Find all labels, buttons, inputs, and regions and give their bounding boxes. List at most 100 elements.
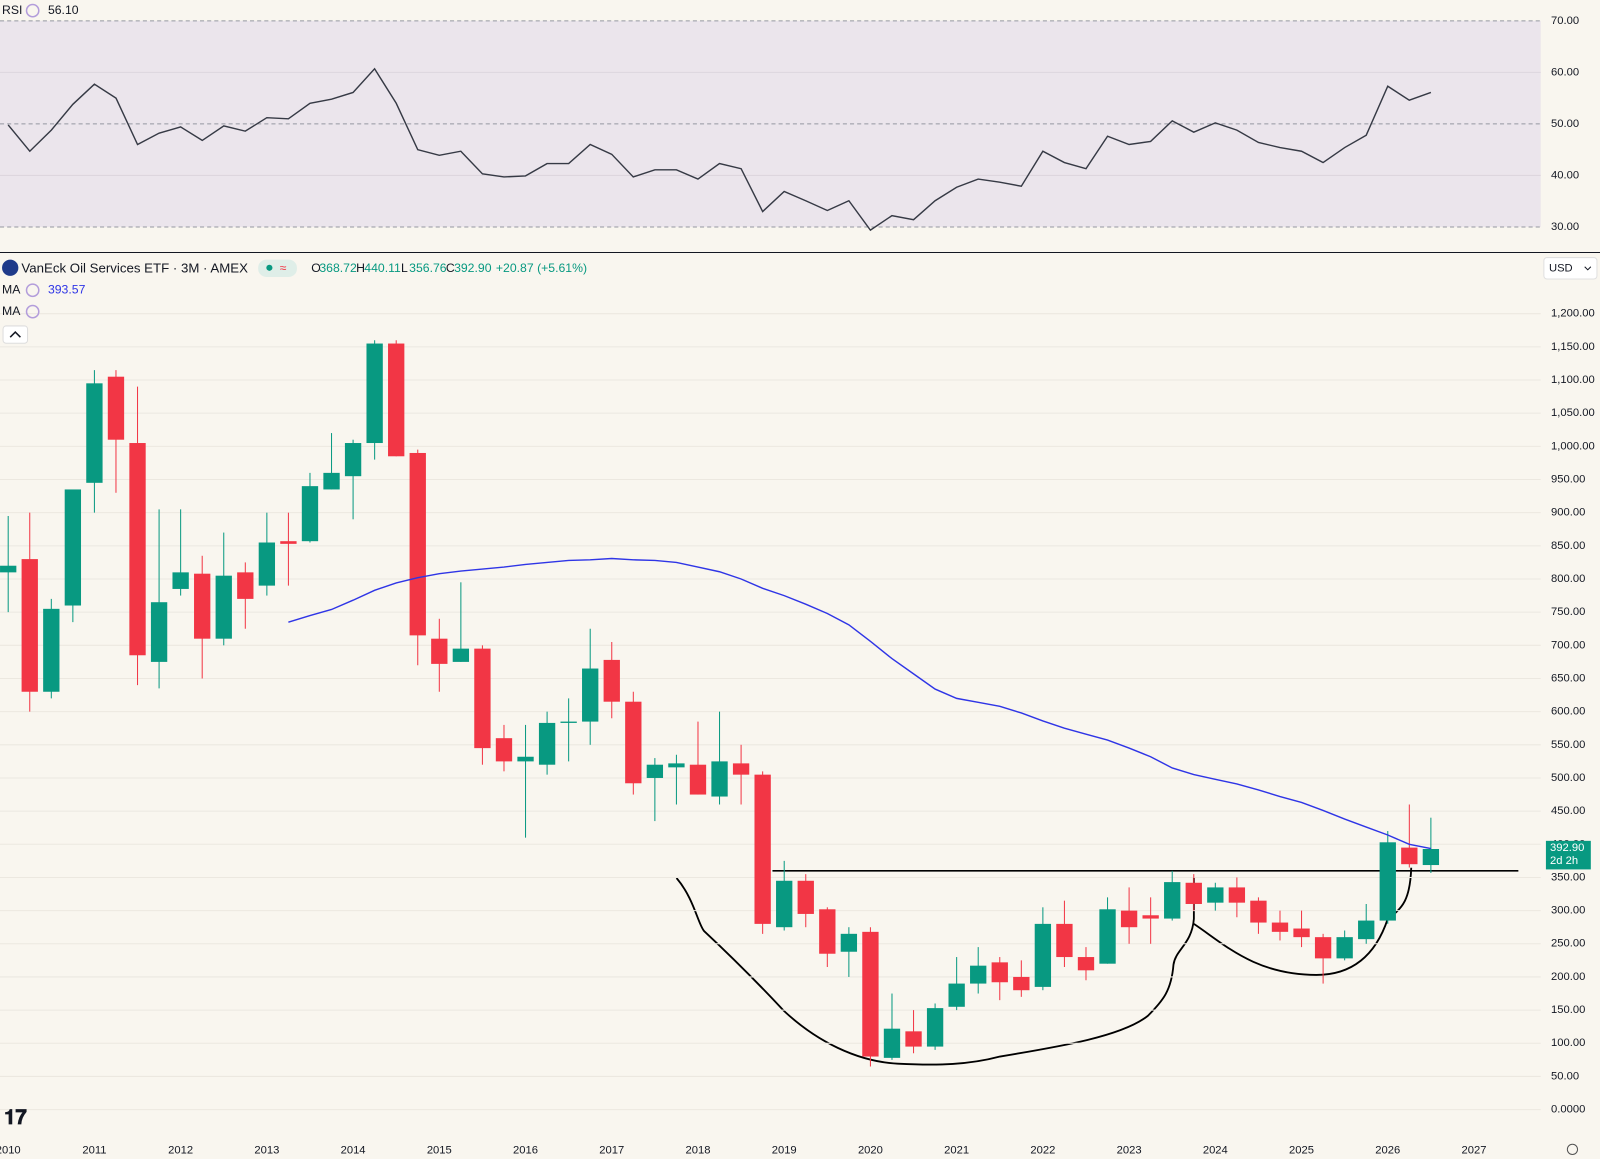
handle-drawing xyxy=(1193,867,1413,976)
candle-body xyxy=(517,756,534,762)
candle-body xyxy=(1164,882,1181,919)
candle-body xyxy=(1228,887,1246,903)
status-dot xyxy=(266,264,273,271)
countdown: 2d 2h xyxy=(1550,855,1578,867)
y-tick-label: 650.00 xyxy=(1551,672,1585,684)
candle-body xyxy=(905,1031,922,1047)
candle-body xyxy=(538,722,556,765)
y-tick-label: 900.00 xyxy=(1551,507,1585,519)
ma2-label: MA xyxy=(2,304,21,318)
collapse-button[interactable] xyxy=(2,325,29,344)
series-line xyxy=(288,557,1432,850)
candle-body xyxy=(452,648,470,662)
y-tick-label: 750.00 xyxy=(1551,606,1585,618)
x-tick-label: 2016 xyxy=(513,1144,538,1156)
currency-button[interactable] xyxy=(1543,257,1598,280)
ohlc-value: 368.72 xyxy=(319,261,357,275)
candle-body xyxy=(43,608,60,692)
candle-body xyxy=(344,443,362,477)
y-tick-label: 250.00 xyxy=(1551,938,1585,950)
series-line xyxy=(7,67,1432,232)
x-tick-label: 2022 xyxy=(1030,1144,1055,1156)
y-tick-label: 1,200.00 xyxy=(1551,308,1595,320)
candle-body xyxy=(1120,910,1138,928)
x-tick-label: 2021 xyxy=(944,1144,969,1156)
candle-body xyxy=(215,575,232,639)
candle-body xyxy=(172,572,189,589)
candle-body xyxy=(819,909,836,954)
x-tick-label: 2020 xyxy=(858,1144,883,1156)
candle-body xyxy=(776,880,793,928)
candle-body xyxy=(1077,957,1095,971)
y-tick-label: 200.00 xyxy=(1551,971,1585,983)
ma-value: 393.57 xyxy=(48,282,86,296)
cup-drawing xyxy=(675,877,1195,1066)
candle-body xyxy=(258,542,276,586)
candle-body xyxy=(474,648,491,749)
candle-body xyxy=(948,983,965,1007)
y-tick-label: 1,100.00 xyxy=(1551,374,1595,386)
candle-body xyxy=(603,659,620,702)
candle-body xyxy=(129,443,146,656)
x-tick-label: 2025 xyxy=(1289,1144,1314,1156)
x-tick-label: 2015 xyxy=(427,1144,452,1156)
settings-icon[interactable] xyxy=(1566,1143,1579,1156)
candle-body xyxy=(797,880,814,914)
y-tick-label: 1,150.00 xyxy=(1551,341,1595,353)
ma-label: MA xyxy=(2,282,21,296)
x-tick-label: 2013 xyxy=(254,1144,279,1156)
candle-body xyxy=(194,573,211,639)
candle-body xyxy=(280,541,297,544)
y-tick-label: 550.00 xyxy=(1551,739,1585,751)
price-tag xyxy=(1545,840,1591,870)
x-tick-label: 2024 xyxy=(1203,1144,1228,1156)
rsi-value: 56.10 xyxy=(48,3,79,17)
x-tick-label: 2026 xyxy=(1375,1144,1400,1156)
candle-body xyxy=(625,701,642,784)
currency: USD xyxy=(1549,263,1573,275)
candle-body xyxy=(1314,937,1332,959)
tv-logo: 𝟏𝟕 xyxy=(4,1107,27,1129)
ohlc-value: 356.76 xyxy=(409,261,447,275)
symbol-title: VanEck Oil Services ETF · 3M · AMEX xyxy=(21,260,248,275)
settings-icon[interactable] xyxy=(25,283,40,298)
y-tick-label: 300.00 xyxy=(1551,905,1585,917)
candle-body xyxy=(0,565,17,573)
candle-body xyxy=(1422,849,1440,866)
y-tick-label: 1,050.00 xyxy=(1551,407,1595,419)
price-tag-value: 392.90 xyxy=(1550,842,1584,854)
candle-body xyxy=(1271,922,1289,932)
x-tick-label: 2023 xyxy=(1117,1144,1142,1156)
axes: 30.00 40.00 50.00 60.00 70.00 0.0000 50.00 100.… xyxy=(0,15,1595,1157)
candle-body xyxy=(883,1028,901,1058)
y-tick-label: 950.00 xyxy=(1551,473,1585,485)
y-tick-label: 850.00 xyxy=(1551,540,1585,552)
candle-body xyxy=(150,602,168,662)
dropdown-icon xyxy=(1584,266,1592,271)
x-tick-label: 2019 xyxy=(772,1144,797,1156)
ohlc-key: C xyxy=(446,261,455,275)
candle-body xyxy=(21,559,38,692)
candle-body xyxy=(495,738,513,762)
candle-body xyxy=(1250,900,1267,923)
x-tick-label: 2017 xyxy=(599,1144,624,1156)
settings-icon[interactable] xyxy=(25,304,40,319)
candle-body xyxy=(1099,909,1116,964)
candle-body xyxy=(388,343,405,457)
y-tick-label: 450.00 xyxy=(1551,805,1585,817)
candle-body xyxy=(107,376,125,440)
settings-icon[interactable] xyxy=(25,3,40,18)
status-badge[interactable] xyxy=(258,259,297,277)
candle-body xyxy=(560,721,577,723)
candle-body xyxy=(970,965,987,984)
candle-body xyxy=(732,763,750,775)
y-tick-label: 150.00 xyxy=(1551,1004,1585,1016)
collapse-icon xyxy=(9,330,21,338)
candle-body xyxy=(1207,887,1224,903)
candle-body xyxy=(1142,915,1159,919)
y-tick-label: 60.00 xyxy=(1551,66,1579,78)
candle-body xyxy=(366,343,383,444)
x-tick-label: 2018 xyxy=(685,1144,710,1156)
